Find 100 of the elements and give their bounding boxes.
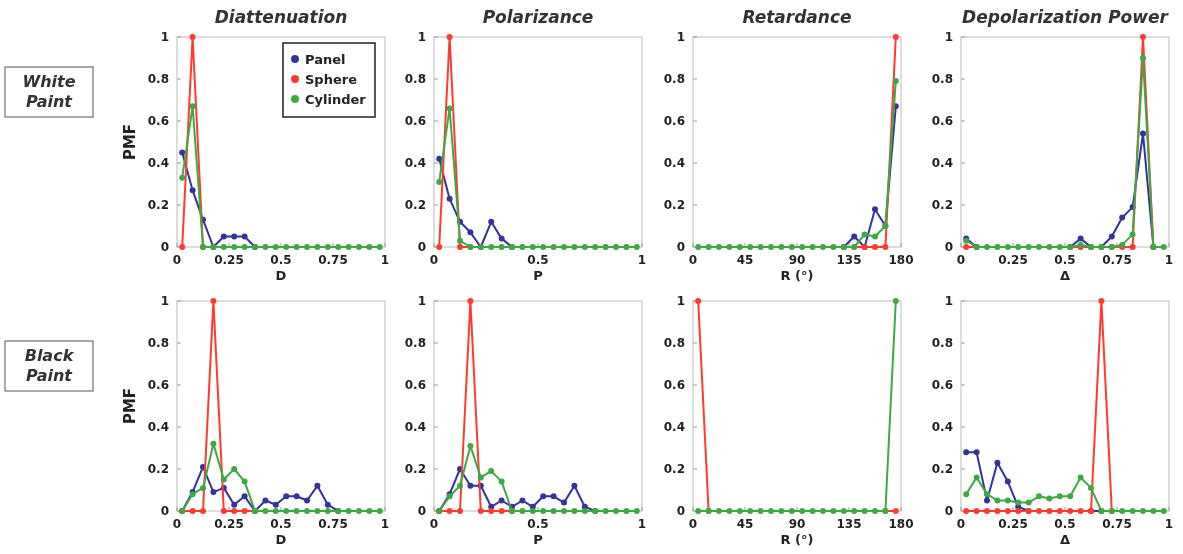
y-tick-label: 0.6 [147, 114, 169, 129]
x-tick-label: 0.5 [527, 253, 549, 267]
x-tick-label: 0.25 [998, 253, 1028, 267]
y-tick-label: 0.6 [663, 378, 685, 393]
y-tick-label: 0.8 [931, 72, 953, 87]
x-tick-label: 135 [836, 517, 862, 531]
x-tick-label: 135 [836, 253, 862, 267]
x-tick-label: 0.25 [998, 517, 1028, 531]
x-tick-label: 1 [1164, 517, 1174, 531]
y-tick-label: 0 [944, 504, 953, 519]
x-tick-label: 0.5 [527, 517, 549, 531]
x-tick-label: 0.25 [214, 517, 244, 531]
y-tick-label: 0 [160, 240, 169, 255]
x-tick-label: 180 [888, 517, 914, 531]
x-axis-title: Δ [1059, 532, 1071, 547]
x-tick-label: 0 [172, 517, 182, 531]
y-tick-label: 0.2 [404, 462, 426, 477]
y-tick-label: 0.8 [931, 336, 953, 351]
y-tick-label: 0.4 [147, 156, 169, 171]
y-tick-label: 0.4 [404, 420, 426, 435]
y-tick-label: 1 [944, 30, 953, 45]
y-tick-label: 1 [160, 30, 169, 45]
y-tick-label: 0.4 [663, 420, 685, 435]
y-tick-label: 0 [676, 504, 685, 519]
x-tick-label: 0 [429, 517, 439, 531]
chart-title: Depolarization Power [962, 7, 1170, 27]
x-tick-label: 0.5 [270, 253, 292, 267]
x-tick-label: 0.75 [318, 517, 348, 531]
y-tick-label: 0.2 [404, 198, 426, 213]
x-axis-title: R (°) [780, 268, 814, 283]
chart-title: Retardance [742, 7, 852, 27]
x-tick-label: 90 [788, 253, 806, 267]
chart-title: Diattenuation [214, 7, 348, 27]
y-tick-label: 1 [676, 30, 685, 45]
y-tick-label: 0.6 [147, 378, 169, 393]
y-tick-label: 0.6 [404, 378, 426, 393]
y-tick-label: 1 [417, 294, 426, 309]
y-tick-label: 0.4 [663, 156, 685, 171]
x-tick-label: 90 [788, 517, 806, 531]
x-tick-label: 1 [1164, 253, 1174, 267]
y-tick-label: 0.8 [147, 336, 169, 351]
x-tick-label: 45 [736, 253, 754, 267]
y-tick-label: 0.2 [931, 462, 953, 477]
y-tick-label: 0.2 [147, 462, 169, 477]
y-tick-label: 0.2 [663, 462, 685, 477]
y-tick-label: 0.4 [931, 156, 953, 171]
x-axis-title: P [533, 532, 543, 547]
x-axis-title: R (°) [780, 532, 814, 547]
x-tick-label: 1 [637, 517, 647, 531]
x-tick-label: 0.5 [270, 517, 292, 531]
y-tick-label: 0.2 [147, 198, 169, 213]
y-tick-label: 0 [676, 240, 685, 255]
x-tick-label: 0.75 [1102, 253, 1132, 267]
y-tick-label: 0.8 [663, 336, 685, 351]
y-tick-label: 0 [417, 240, 426, 255]
x-axis-title: Δ [1059, 268, 1071, 283]
y-tick-label: 0.2 [663, 198, 685, 213]
x-tick-label: 0 [429, 253, 439, 267]
y-tick-label: 0.2 [931, 198, 953, 213]
y-tick-label: 1 [417, 30, 426, 45]
y-tick-label: 0.6 [931, 378, 953, 393]
y-tick-label: 0.6 [404, 114, 426, 129]
legend-label: Sphere [305, 71, 358, 87]
x-axis-title: D [275, 532, 287, 547]
y-tick-label: 0.6 [931, 114, 953, 129]
x-tick-label: 0 [956, 253, 966, 267]
y-tick-label: 1 [160, 294, 169, 309]
y-tick-label: 0 [160, 504, 169, 519]
x-tick-label: 0.5 [1054, 517, 1076, 531]
x-tick-label: 0.75 [1102, 517, 1132, 531]
x-tick-label: 0 [688, 517, 698, 531]
legend-label: Panel [305, 51, 346, 67]
x-tick-label: 0 [172, 253, 182, 267]
y-axis-title: PMF [121, 123, 139, 161]
x-tick-label: 0 [956, 517, 966, 531]
x-tick-label: 0 [688, 253, 698, 267]
y-axis-title: PMF [121, 387, 139, 425]
text: White Paint [22, 72, 76, 111]
y-tick-label: 1 [676, 294, 685, 309]
y-tick-label: 0.4 [147, 420, 169, 435]
y-tick-label: 1 [944, 294, 953, 309]
chart-title: Polarizance [482, 7, 594, 27]
y-tick-label: 0.8 [404, 336, 426, 351]
x-tick-label: 1 [637, 253, 647, 267]
y-tick-label: 0 [417, 504, 426, 519]
x-tick-label: 45 [736, 517, 754, 531]
y-tick-label: 0.4 [404, 156, 426, 171]
x-tick-label: 1 [380, 253, 390, 267]
y-tick-label: 0.8 [147, 72, 169, 87]
legend-label: Cylinder [305, 91, 367, 107]
text: Black Paint [24, 346, 75, 385]
y-tick-label: 0.8 [404, 72, 426, 87]
x-tick-label: 0.5 [1054, 253, 1076, 267]
x-tick-label: 180 [888, 253, 914, 267]
y-tick-label: 0.4 [931, 420, 953, 435]
x-tick-label: 0.25 [214, 253, 244, 267]
y-tick-label: 0 [944, 240, 953, 255]
x-axis-title: P [533, 268, 543, 283]
y-tick-label: 0.8 [663, 72, 685, 87]
x-tick-label: 0.75 [318, 253, 348, 267]
